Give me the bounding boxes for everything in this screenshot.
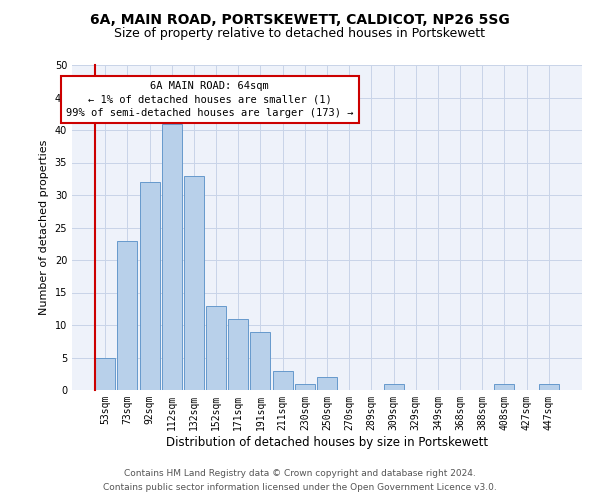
Bar: [184, 176, 204, 390]
Text: Size of property relative to detached houses in Portskewett: Size of property relative to detached ho…: [115, 28, 485, 40]
Text: 6A MAIN ROAD: 64sqm
← 1% of detached houses are smaller (1)
99% of semi-detached: 6A MAIN ROAD: 64sqm ← 1% of detached hou…: [66, 81, 353, 118]
Text: Contains public sector information licensed under the Open Government Licence v3: Contains public sector information licen…: [103, 484, 497, 492]
Bar: [250, 332, 271, 390]
Bar: [118, 240, 137, 390]
Bar: [140, 182, 160, 390]
Bar: [539, 384, 559, 390]
Bar: [272, 370, 293, 390]
Bar: [295, 384, 315, 390]
Text: Contains HM Land Registry data © Crown copyright and database right 2024.: Contains HM Land Registry data © Crown c…: [124, 468, 476, 477]
Bar: [206, 306, 226, 390]
Text: 6A, MAIN ROAD, PORTSKEWETT, CALDICOT, NP26 5SG: 6A, MAIN ROAD, PORTSKEWETT, CALDICOT, NP…: [90, 12, 510, 26]
Bar: [383, 384, 404, 390]
Bar: [317, 377, 337, 390]
X-axis label: Distribution of detached houses by size in Portskewett: Distribution of detached houses by size …: [166, 436, 488, 448]
Bar: [95, 358, 115, 390]
Y-axis label: Number of detached properties: Number of detached properties: [39, 140, 49, 315]
Bar: [228, 318, 248, 390]
Bar: [162, 124, 182, 390]
Bar: [494, 384, 514, 390]
